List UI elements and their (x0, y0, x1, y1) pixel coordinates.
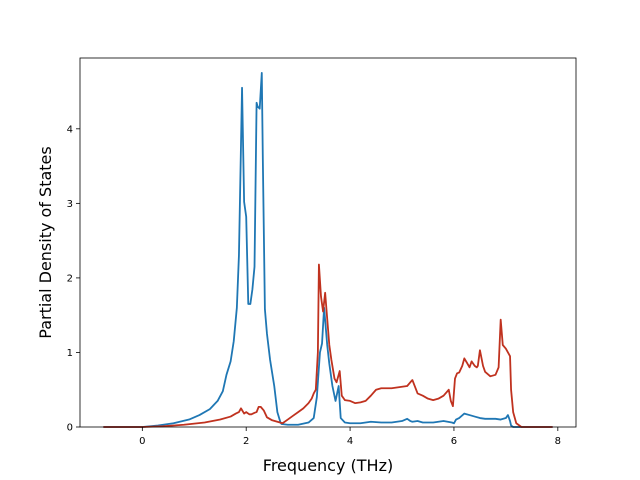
y-tick-label: 1 (67, 348, 73, 359)
x-tick-label: 4 (347, 436, 353, 447)
y-tick-label: 0 (67, 423, 73, 434)
x-axis-ticks: 0 2 4 6 8 (139, 427, 561, 447)
plot-frame (79, 57, 577, 428)
x-axis-label: Frequency (THz) (263, 456, 393, 475)
y-tick-label: 2 (67, 273, 73, 284)
x-tick-label: 0 (139, 436, 145, 447)
y-axis-label: Partial Density of States (36, 146, 55, 338)
x-tick-label: 6 (451, 436, 457, 447)
y-tick-label: 3 (67, 199, 73, 210)
x-tick-label: 2 (243, 436, 249, 447)
series-line-2 (103, 263, 553, 428)
x-tick-label: 8 (555, 436, 561, 447)
series-line-1 (103, 72, 553, 428)
y-axis-ticks: 0 1 2 3 4 (67, 124, 80, 434)
plot-lines (103, 72, 553, 428)
y-tick-label: 4 (67, 124, 73, 135)
